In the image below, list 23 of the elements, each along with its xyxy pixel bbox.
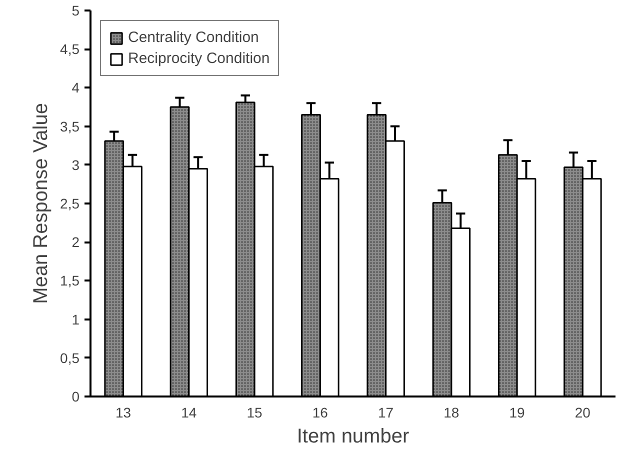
y-tick-label: 2,5	[60, 196, 80, 212]
y-tick-label: 1	[72, 311, 80, 328]
x-tick-label: 18	[444, 404, 460, 420]
x-tick-label: 19	[509, 404, 526, 420]
y-tick-label: 3	[72, 156, 80, 173]
y-tick-label: 5	[72, 2, 80, 18]
y-tick-label: 0	[72, 388, 80, 404]
y-tick-label: 2	[72, 234, 80, 250]
y-tick-label: 4	[72, 80, 80, 96]
x-tick-label: 13	[116, 404, 132, 420]
x-tick-label: 20	[574, 404, 591, 420]
legend-label: Centrality Condition	[128, 29, 259, 46]
y-tick-label: 4,5	[60, 41, 80, 58]
y-tick-label: 0,5	[60, 350, 80, 366]
y-tick-label: 3,5	[60, 118, 80, 134]
y-tick-label: 1,5	[60, 272, 80, 289]
x-axis-title: Item number	[296, 426, 410, 448]
x-tick-label: 17	[378, 404, 394, 420]
x-tick-label: 15	[246, 404, 263, 420]
legend-label: Reciprocity Condition	[128, 50, 270, 67]
x-tick-label: 14	[181, 404, 197, 420]
x-tick-label: 16	[312, 404, 328, 420]
y-axis-title: Mean Response Value	[30, 103, 52, 304]
